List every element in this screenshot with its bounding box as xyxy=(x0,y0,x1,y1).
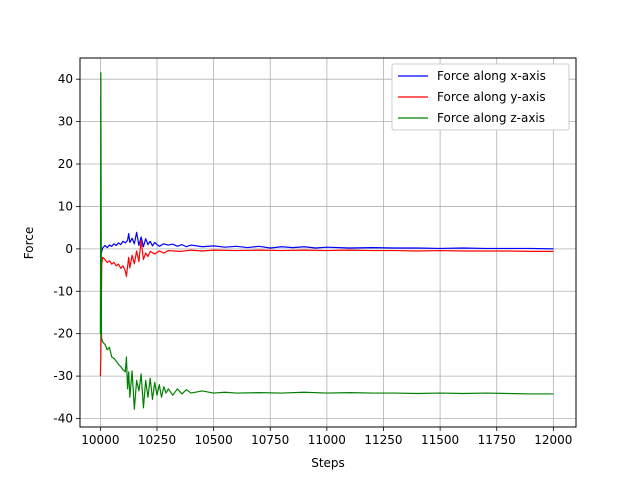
legend-item-z: Force along z-axis xyxy=(398,111,545,125)
legend-label-z: Force along z-axis xyxy=(437,111,545,125)
series-line-y xyxy=(99,239,554,377)
legend: Force along x-axis Force along y-axis Fo… xyxy=(391,63,570,131)
x-tick-label: 11250 xyxy=(364,433,402,447)
y-tick-label: 40 xyxy=(58,72,73,86)
plot-frame xyxy=(79,57,577,428)
x-tick-label: 12000 xyxy=(534,433,572,447)
x-tick-label: 11000 xyxy=(308,433,346,447)
y-tick-label: -20 xyxy=(53,327,73,341)
x-tick-label: 10000 xyxy=(81,433,119,447)
x-tick-label: 10500 xyxy=(195,433,233,447)
y-tick-label: 10 xyxy=(58,199,73,213)
y-axis-label: Force xyxy=(22,227,36,259)
y-tick-label: 20 xyxy=(58,157,73,171)
y-tick-label: -30 xyxy=(53,369,73,383)
legend-box xyxy=(391,63,570,131)
x-tick-label: 11750 xyxy=(478,433,516,447)
x-tick-label: 10750 xyxy=(251,433,289,447)
y-tick-label: 0 xyxy=(65,242,73,256)
x-axis: 10000 10250 10500 10750 11000 11250 11500 11750… xyxy=(81,427,572,447)
series-layer xyxy=(99,72,554,410)
series-line-x xyxy=(99,231,554,258)
y-tick-label: 30 xyxy=(58,115,73,129)
series-line-z xyxy=(99,72,554,410)
x-tick-label: 10250 xyxy=(138,433,176,447)
legend-item-x: Force along x-axis xyxy=(398,69,546,83)
legend-item-y: Force along y-axis xyxy=(398,90,546,104)
legend-label-x: Force along x-axis xyxy=(437,69,546,83)
y-axis: -40 -30 -20 -10 0 10 20 30 40 xyxy=(53,72,80,426)
y-tick-label: -40 xyxy=(53,412,73,426)
legend-label-y: Force along y-axis xyxy=(437,90,546,104)
x-tick-label: 11500 xyxy=(421,433,459,447)
y-tick-label: -10 xyxy=(53,284,73,298)
x-axis-label: Steps xyxy=(311,456,345,470)
